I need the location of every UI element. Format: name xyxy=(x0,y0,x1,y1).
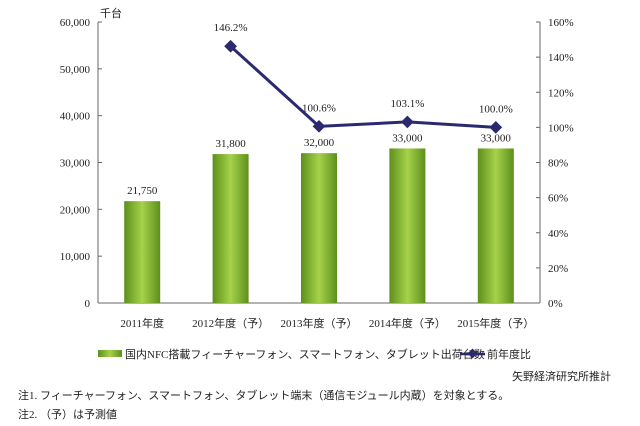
legend-bar-swatch xyxy=(98,350,122,357)
x-tick-label: 2014年度（予） xyxy=(369,316,446,330)
left-tick-label: 50,000 xyxy=(60,64,91,76)
x-tick-label: 2011年度 xyxy=(120,316,164,330)
left-tick-label: 20,000 xyxy=(60,204,91,216)
ratio-marker xyxy=(224,39,237,53)
right-tick-label: 160% xyxy=(548,17,574,29)
ratio-marker xyxy=(489,121,503,134)
legend: 国内NFC搭載フィーチャーフォン、スマートフォン、タブレット出荷台数 前年度比 xyxy=(98,347,531,361)
x-tick-label: 2012年度（予） xyxy=(192,316,269,330)
bar xyxy=(124,201,161,303)
source-note: 矢野経済研究所推計 xyxy=(512,371,611,383)
right-tick-label: 100% xyxy=(548,122,574,134)
right-tick-label: 40% xyxy=(548,228,568,240)
bar xyxy=(389,148,426,303)
bar-value-label: 32,000 xyxy=(304,137,335,149)
bar-value-label: 31,800 xyxy=(215,138,246,150)
bar xyxy=(477,148,514,303)
ratio-value-label: 146.2% xyxy=(214,22,248,34)
bar-value-label: 33,000 xyxy=(392,132,423,144)
left-tick-label: 0 xyxy=(85,298,91,310)
right-tick-label: 80% xyxy=(548,158,568,170)
note-2: 注2. （予）は予測値 xyxy=(18,409,117,421)
ratio-line xyxy=(229,45,496,129)
right-tick-label: 120% xyxy=(548,87,574,99)
right-tick-label: 0% xyxy=(548,298,563,310)
right-tick-label: 140% xyxy=(548,52,574,64)
ratio-marker xyxy=(401,115,414,129)
left-tick-label: 10,000 xyxy=(60,251,91,263)
right-tick-label: 20% xyxy=(548,263,568,275)
x-tick-label: 2015年度（予） xyxy=(457,316,534,330)
ratio-value-label: 100.6% xyxy=(302,102,336,114)
bar xyxy=(212,154,249,303)
ratio-value-label: 100.0% xyxy=(479,103,513,115)
legend-bar-label: 国内NFC搭載フィーチャーフォン、スマートフォン、タブレット出荷台数 xyxy=(125,347,485,361)
ratio-value-label: 103.1% xyxy=(390,98,424,110)
legend-line-label: 前年度比 xyxy=(487,347,531,361)
note-1: 注1. フィーチャーフォン、スマートフォン、タブレット端末（通信モジュール内蔵）… xyxy=(18,390,510,402)
left-unit-label: 千台 xyxy=(100,6,122,20)
left-tick-label: 60,000 xyxy=(60,17,91,29)
ratio-marker xyxy=(312,119,326,133)
x-tick-label: 2013年度（予） xyxy=(281,316,358,330)
bar xyxy=(301,153,337,303)
left-tick-label: 40,000 xyxy=(60,111,91,123)
legend-line-marker xyxy=(467,348,478,359)
left-tick-label: 30,000 xyxy=(60,158,91,170)
bar-value-label: 33,000 xyxy=(481,132,512,144)
right-tick-label: 60% xyxy=(548,193,568,205)
bar-value-label: 21,750 xyxy=(127,185,158,197)
